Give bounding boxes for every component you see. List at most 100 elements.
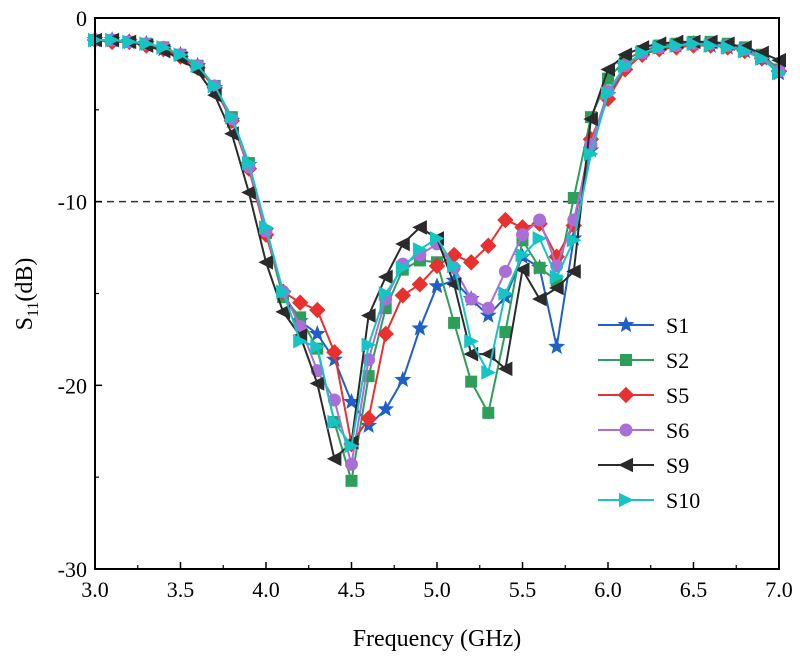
y-axis-label-unit: (dB) [12,258,38,302]
data-point-S10 [344,438,360,454]
legend-label: S10 [666,488,700,513]
data-point-S10 [259,220,274,235]
legend-marker [619,492,634,508]
legend-marker [620,354,632,366]
data-point-S10 [652,40,667,55]
data-point-S10 [378,286,394,301]
legend-marker [618,457,633,473]
data-point-S10 [532,231,548,246]
x-tick-label: 6.5 [680,577,708,602]
legend-entry-S1: S1 [598,313,689,338]
data-point-S9 [600,62,615,77]
data-point-S6 [481,301,495,315]
data-point-S10 [601,85,616,101]
legend-label: S5 [666,383,689,408]
data-point-S9 [617,47,633,63]
plot-background [95,18,779,569]
data-point-S10 [156,40,172,55]
series-S10 [88,32,787,454]
data-point-S10 [293,333,308,349]
y-tick-label: -30 [58,557,87,582]
x-tick-label: 3.5 [167,577,195,602]
data-point-S5 [411,276,429,293]
data-point-S5 [497,211,514,229]
data-point-S2 [482,406,495,419]
data-point-S2 [345,474,358,487]
data-point-S9 [258,254,273,270]
y-tick-label: -10 [58,190,87,215]
legend-label: S6 [666,418,689,443]
data-point-S10 [412,242,428,257]
x-tick-label: 3.0 [81,577,109,602]
data-point-S6 [345,457,358,471]
data-point-S2 [533,261,546,274]
data-point-S9 [497,361,513,377]
legend-label: S2 [666,348,689,373]
data-point-S10 [618,58,633,74]
series-layer [86,31,788,487]
data-point-S5 [309,301,326,319]
legend-label: S1 [666,313,689,338]
data-point-S6 [516,228,529,242]
data-point-S10 [139,36,154,52]
data-point-S10 [515,247,531,263]
data-point-S10 [498,286,514,301]
legend-entry-S6: S6 [598,418,689,443]
data-point-S1 [308,325,326,342]
data-point-S10 [207,78,223,94]
data-point-S10 [635,45,650,61]
data-point-S10 [361,337,377,353]
x-axis-label: Frequency (GHz) [353,626,522,652]
data-point-S1 [394,370,412,388]
data-point-S9 [360,308,376,323]
legend-entry-S2: S2 [598,348,689,373]
data-point-S10 [122,34,137,50]
y-axis-label-subscript: 11 [25,302,42,317]
data-point-S10 [686,36,702,52]
legend-marker [619,423,633,437]
data-point-S9 [514,262,530,277]
data-point-S9 [395,236,410,252]
data-point-S10 [566,232,582,248]
legend-marker [617,386,635,404]
legend-entry-S9: S9 [598,453,689,478]
data-point-S6 [498,264,512,278]
legend-entry-S10: S10 [598,488,700,513]
x-tick-label: 6.0 [594,577,622,602]
legend-entry-S5: S5 [598,383,689,408]
y-axis-label-main: S [12,317,38,330]
data-point-S5 [291,294,309,311]
data-point-S10 [241,155,257,171]
data-point-S9 [531,291,547,307]
data-point-S6 [464,292,478,306]
ticks-layer: 3.0 3.5 4.0 4.5 5.0 5.5 6.0 6.5 7.0 0 -10 -20 -30 [58,6,793,602]
data-point-S9 [549,280,564,296]
data-point-S10 [395,260,411,276]
data-point-S10 [105,32,120,48]
x-tick-label: 5.0 [423,577,451,602]
data-point-S9 [309,376,325,391]
data-point-S5 [326,344,343,361]
data-point-S10 [754,51,770,66]
data-point-S9 [326,451,342,467]
data-point-S10 [430,231,445,246]
data-point-S10 [669,38,685,53]
data-point-S1 [377,400,395,417]
data-point-S10 [173,47,189,63]
data-point-S1 [479,306,497,323]
y-tick-label: 0 [76,6,87,31]
data-point-S10 [447,258,462,274]
y-axis-label: S11(dB) [12,258,42,331]
data-point-S10 [703,38,719,53]
data-point-S10 [310,339,325,355]
data-point-S6 [533,213,547,227]
data-point-S9 [566,264,581,279]
data-point-S9 [412,220,427,235]
x-tick-label: 4.5 [338,577,366,602]
data-point-S5 [360,410,377,427]
x-tick-label: 4.0 [252,577,280,602]
y-tick-label: -20 [58,373,87,398]
data-point-S9 [583,111,598,127]
data-point-S5 [377,325,394,343]
